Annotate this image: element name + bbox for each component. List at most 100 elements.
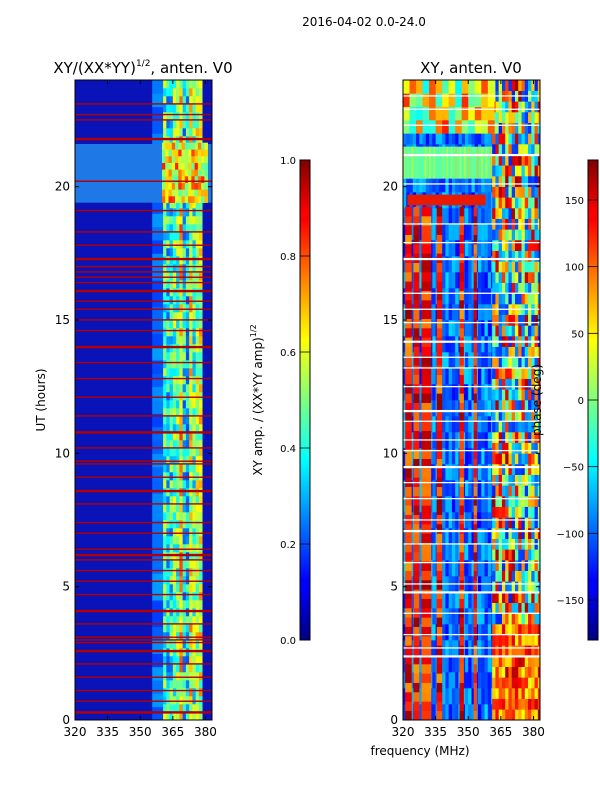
phase-cell <box>473 710 477 720</box>
phase-cell <box>495 464 499 475</box>
phase-cell <box>528 560 532 571</box>
amp-cell <box>163 216 167 225</box>
phase-cell <box>528 410 532 422</box>
amp-cell <box>169 624 174 633</box>
phase-flagged-row <box>403 292 540 294</box>
phase-cell <box>537 389 540 401</box>
amp-cell <box>172 664 177 673</box>
phase-cell <box>406 128 410 145</box>
amp-cell <box>176 384 180 393</box>
phase-cell <box>405 542 412 553</box>
amp-cell <box>163 456 167 465</box>
phase-flagged-row <box>403 183 540 185</box>
phase-cell <box>531 154 535 166</box>
phase-cell <box>505 357 509 369</box>
amp-cell <box>172 672 177 681</box>
amp-cell <box>163 616 167 625</box>
phase-cell <box>413 701 420 711</box>
amp-cell <box>189 664 193 673</box>
phase-cell <box>405 328 412 338</box>
amp-cell <box>192 296 196 305</box>
amp-cell <box>172 696 177 705</box>
phase-cell <box>471 656 476 673</box>
phase-cell <box>492 581 496 593</box>
amp-cell <box>195 544 200 553</box>
phase-cell <box>473 402 477 413</box>
phase-cell <box>448 704 453 720</box>
phase-cell <box>473 272 477 282</box>
phase-cell <box>505 517 509 529</box>
phase-cell <box>508 346 513 358</box>
amp-cell <box>176 448 180 457</box>
amp-cell <box>198 632 203 641</box>
amp-cell <box>198 656 203 665</box>
phase-cell <box>531 325 535 337</box>
phase-cell <box>511 378 516 390</box>
phase-cell <box>498 240 503 251</box>
amp-cell <box>185 264 190 273</box>
phase-cell <box>478 400 482 417</box>
phase-cell <box>421 542 432 553</box>
phase-cell <box>498 432 503 443</box>
phase-cell <box>492 549 496 561</box>
phase-cell <box>511 80 516 91</box>
amp-cell <box>189 440 193 449</box>
phase-cell <box>484 528 489 545</box>
phase-cell <box>518 474 522 486</box>
phase-cell <box>508 80 513 91</box>
phase-cell <box>484 192 489 209</box>
amp-cell <box>169 208 174 217</box>
phase-cell <box>495 112 499 123</box>
phase-cell <box>473 542 477 553</box>
amp-cell <box>169 504 174 513</box>
amp-cell <box>192 592 196 601</box>
phase-cell <box>537 101 540 113</box>
amp-cell <box>194 149 199 157</box>
amp-cell <box>194 169 199 177</box>
amp-cell <box>169 424 174 433</box>
phase-cell <box>421 328 432 338</box>
phase-cell <box>505 634 509 646</box>
phase-cell <box>403 320 407 337</box>
phase-cell <box>459 412 464 422</box>
phase-cell <box>481 304 485 321</box>
amp-cell <box>165 182 169 190</box>
amp-cell <box>182 624 187 633</box>
amp-cell <box>178 162 182 170</box>
phase-cell <box>478 208 482 225</box>
amp-cell <box>182 584 187 593</box>
phase-cell <box>458 128 463 145</box>
phase-cell <box>481 93 489 107</box>
phase-cell <box>455 704 459 720</box>
amp-cell <box>163 560 167 569</box>
phase-cell <box>498 122 503 134</box>
phase-cell <box>492 378 496 390</box>
phase-cell <box>403 256 407 273</box>
phase-cell <box>534 208 539 219</box>
amp-cell <box>182 272 187 281</box>
amp-cell <box>172 376 177 385</box>
phase-cell <box>524 656 529 667</box>
phase-cell <box>501 293 506 305</box>
phase-cell <box>442 288 446 305</box>
amp-cell <box>182 376 187 385</box>
phase-cell <box>492 165 496 177</box>
phase-cell <box>468 528 472 545</box>
phase-cell <box>508 368 513 379</box>
phase-cell <box>508 613 513 625</box>
amp-cell <box>166 688 170 697</box>
phase-cell <box>473 206 477 217</box>
amp-flagged-row <box>75 689 212 692</box>
amp-cell <box>172 536 177 545</box>
amp-cell <box>166 336 170 345</box>
phase-cell <box>508 208 513 219</box>
x-axis-label: frequency (MHz) <box>370 744 469 758</box>
phase-cell <box>534 517 539 529</box>
amp-cell <box>195 512 200 521</box>
amp-cell <box>189 320 193 329</box>
phase-cell <box>405 673 412 683</box>
phase-cell <box>478 336 482 353</box>
phase-cell <box>471 416 476 433</box>
phase-cell <box>514 549 519 561</box>
amp-cell <box>197 189 202 197</box>
